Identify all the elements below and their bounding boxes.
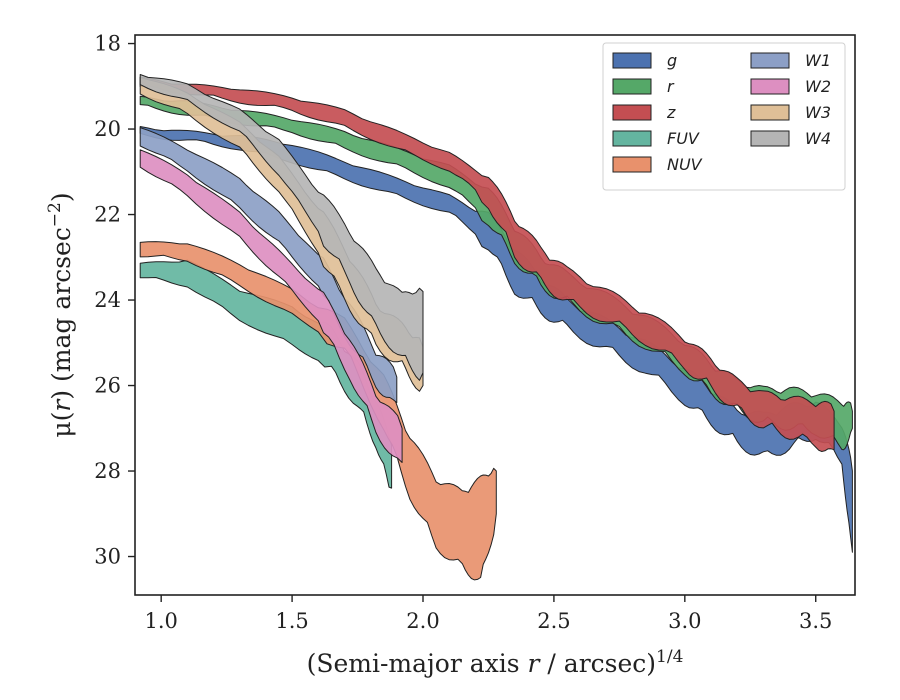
axes: 1.0 1.5 2.0 2.5 3.0 3.5 18 20 22 24 26 28 30 [94, 32, 856, 633]
band-w2 [139, 149, 403, 463]
legend: grz FUV NUV W1 W2 W3 W4 [602, 42, 846, 191]
legend-label-w1: W1 [805, 51, 831, 70]
legend-swatch-z [612, 104, 652, 121]
band-w4 [139, 74, 424, 381]
legend-swatch-w2 [750, 78, 790, 95]
legend-swatch-fuv [612, 130, 652, 147]
y-tick-label: 18 [94, 32, 121, 56]
legend-swatch-r [612, 78, 652, 95]
x-tick-label: 1.0 [144, 609, 177, 633]
legend-label-r: r [667, 77, 675, 96]
band-w1 [139, 127, 398, 404]
profile-bands [139, 74, 853, 581]
band-z [139, 76, 835, 452]
x-tick-label: 3.5 [799, 609, 832, 633]
x-tick-label: 2.0 [406, 609, 439, 633]
y-tick-label: 20 [94, 117, 121, 141]
legend-swatch-w1 [750, 52, 790, 69]
legend-label-nuv: NUV [667, 155, 703, 174]
legend-label-fuv: FUV [667, 129, 700, 148]
x-axis-label: (Semi-major axis r / arcsec)1/4 [307, 647, 684, 678]
x-tick-label: 2.5 [537, 609, 570, 633]
x-tick-label: 1.5 [275, 609, 308, 633]
x-tick-label: 3.0 [668, 609, 701, 633]
legend-label-w2: W2 [805, 77, 831, 96]
legend-swatch-g [612, 52, 652, 69]
y-tick-label: 24 [94, 288, 121, 312]
y-tick-label: 30 [94, 545, 121, 569]
legend-swatch-w3 [750, 104, 790, 121]
y-tick-label: 28 [94, 459, 121, 483]
legend-swatch-nuv [612, 156, 652, 173]
legend-swatch-w4 [750, 130, 790, 147]
y-tick-label: 26 [94, 374, 121, 398]
legend-label-w3: W3 [805, 103, 831, 122]
legend-label-z: z [666, 103, 676, 122]
y-tick-label: 22 [94, 203, 121, 227]
y-axis-label: μ(r) (mag arcsec−2) [45, 192, 76, 437]
legend-label-g: g [667, 51, 677, 70]
legend-label-w4: W4 [805, 129, 831, 148]
plot-frame [134, 34, 856, 596]
